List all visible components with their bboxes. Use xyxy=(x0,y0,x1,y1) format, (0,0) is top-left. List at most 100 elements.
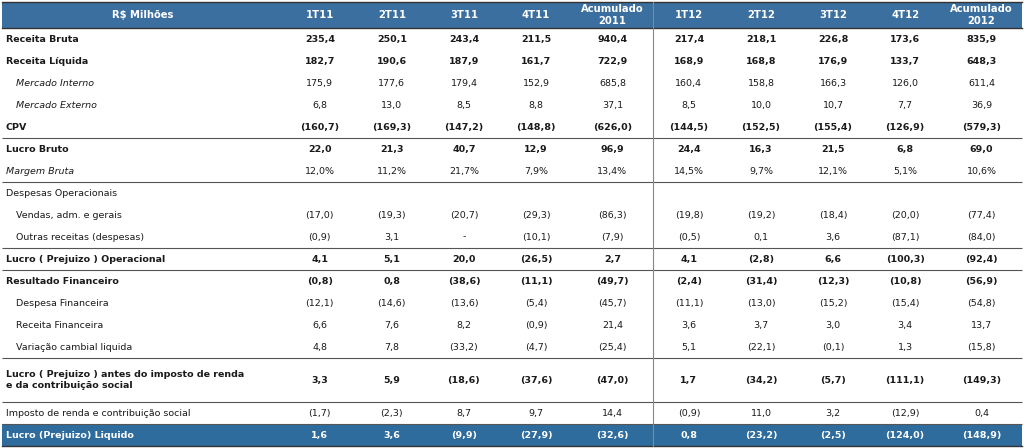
Text: (49,7): (49,7) xyxy=(596,276,629,285)
Text: Lucro Bruto: Lucro Bruto xyxy=(6,145,69,154)
Text: Imposto de renda e contribuição social: Imposto de renda e contribuição social xyxy=(6,409,190,418)
Text: 12,1%: 12,1% xyxy=(818,167,848,176)
Text: Despesa Financeira: Despesa Financeira xyxy=(16,298,109,307)
Text: (160,7): (160,7) xyxy=(300,122,339,132)
Text: 6,6: 6,6 xyxy=(312,320,328,329)
Text: 14,5%: 14,5% xyxy=(674,167,703,176)
Text: 13,4%: 13,4% xyxy=(597,167,628,176)
Bar xyxy=(2,2,1022,28)
Text: 6,6: 6,6 xyxy=(824,254,842,263)
Text: 1T12: 1T12 xyxy=(675,10,703,20)
Text: 133,7: 133,7 xyxy=(890,56,921,65)
Text: (148,8): (148,8) xyxy=(516,122,556,132)
Text: Vendas, adm. e gerais: Vendas, adm. e gerais xyxy=(16,211,122,220)
Text: (149,3): (149,3) xyxy=(962,375,1001,384)
Text: (126,9): (126,9) xyxy=(886,122,925,132)
Bar xyxy=(2,424,1022,446)
Bar xyxy=(2,336,1022,358)
Text: (20,0): (20,0) xyxy=(891,211,920,220)
Text: 3,1: 3,1 xyxy=(384,233,399,241)
Bar xyxy=(2,226,1022,248)
Text: (11,1): (11,1) xyxy=(520,276,552,285)
Text: (92,4): (92,4) xyxy=(966,254,998,263)
Text: 166,3: 166,3 xyxy=(819,78,847,87)
Text: 685,8: 685,8 xyxy=(599,78,626,87)
Text: (12,3): (12,3) xyxy=(817,276,849,285)
Text: -: - xyxy=(462,233,466,241)
Text: (19,2): (19,2) xyxy=(746,211,775,220)
Text: Mercado Externo: Mercado Externo xyxy=(16,100,97,109)
Text: 3,6: 3,6 xyxy=(825,233,841,241)
Text: (9,9): (9,9) xyxy=(451,431,477,439)
Bar xyxy=(2,28,1022,50)
Text: Variação cambial liquida: Variação cambial liquida xyxy=(16,343,132,352)
Text: 4,8: 4,8 xyxy=(312,343,328,352)
Text: 0,4: 0,4 xyxy=(974,409,989,418)
Text: 24,4: 24,4 xyxy=(677,145,700,154)
Text: (56,9): (56,9) xyxy=(966,276,997,285)
Text: (5,4): (5,4) xyxy=(524,298,547,307)
Text: Acumulado
2011: Acumulado 2011 xyxy=(582,4,644,26)
Text: 182,7: 182,7 xyxy=(304,56,335,65)
Text: (84,0): (84,0) xyxy=(968,233,996,241)
Text: 173,6: 173,6 xyxy=(890,34,921,43)
Text: 161,7: 161,7 xyxy=(521,56,551,65)
Text: (15,2): (15,2) xyxy=(819,298,847,307)
Text: CPV: CPV xyxy=(6,122,28,132)
Text: (5,7): (5,7) xyxy=(820,375,846,384)
Text: 8,8: 8,8 xyxy=(528,100,544,109)
Text: Receita Bruta: Receita Bruta xyxy=(6,34,79,43)
Bar xyxy=(2,314,1022,336)
Text: Resultado Financeiro: Resultado Financeiro xyxy=(6,276,119,285)
Text: 14,4: 14,4 xyxy=(602,409,623,418)
Text: Lucro (Prejuizo) Liquido: Lucro (Prejuizo) Liquido xyxy=(6,431,134,439)
Text: (19,3): (19,3) xyxy=(378,211,407,220)
Text: 11,0: 11,0 xyxy=(751,409,771,418)
Text: (0,8): (0,8) xyxy=(307,276,333,285)
Text: 21,7%: 21,7% xyxy=(449,167,479,176)
Text: (26,5): (26,5) xyxy=(520,254,552,263)
Text: 126,0: 126,0 xyxy=(892,78,919,87)
Text: 40,7: 40,7 xyxy=(453,145,476,154)
Text: 6,8: 6,8 xyxy=(897,145,913,154)
Text: 3,0: 3,0 xyxy=(825,320,841,329)
Text: 13,7: 13,7 xyxy=(971,320,992,329)
Text: 12,9: 12,9 xyxy=(524,145,548,154)
Text: 1T11: 1T11 xyxy=(305,10,334,20)
Text: 2T11: 2T11 xyxy=(378,10,406,20)
Text: 158,8: 158,8 xyxy=(748,78,774,87)
Text: 9,7%: 9,7% xyxy=(749,167,773,176)
Text: 3,6: 3,6 xyxy=(383,431,400,439)
Text: (47,0): (47,0) xyxy=(596,375,629,384)
Text: Mercado Interno: Mercado Interno xyxy=(16,78,94,87)
Text: (0,9): (0,9) xyxy=(524,320,547,329)
Text: 722,9: 722,9 xyxy=(597,56,628,65)
Text: (77,4): (77,4) xyxy=(968,211,996,220)
Text: (0,1): (0,1) xyxy=(822,343,845,352)
Text: 20,0: 20,0 xyxy=(453,254,475,263)
Text: 177,6: 177,6 xyxy=(379,78,406,87)
Text: 16,3: 16,3 xyxy=(750,145,773,154)
Text: 7,6: 7,6 xyxy=(384,320,399,329)
Text: 3,3: 3,3 xyxy=(311,375,328,384)
Text: 7,9%: 7,9% xyxy=(524,167,548,176)
Text: Lucro ( Prejuizo ) Operacional: Lucro ( Prejuizo ) Operacional xyxy=(6,254,165,263)
Text: 4T12: 4T12 xyxy=(891,10,920,20)
Text: (86,3): (86,3) xyxy=(598,211,627,220)
Text: 4,1: 4,1 xyxy=(311,254,329,263)
Text: 226,8: 226,8 xyxy=(818,34,848,43)
Text: (15,8): (15,8) xyxy=(968,343,996,352)
Text: (34,2): (34,2) xyxy=(744,375,777,384)
Text: (2,8): (2,8) xyxy=(748,254,774,263)
Text: 36,9: 36,9 xyxy=(971,100,992,109)
Bar xyxy=(2,402,1022,424)
Text: 160,4: 160,4 xyxy=(676,78,702,87)
Text: 187,9: 187,9 xyxy=(449,56,479,65)
Text: 5,1: 5,1 xyxy=(681,343,696,352)
Text: (124,0): (124,0) xyxy=(886,431,925,439)
Text: (111,1): (111,1) xyxy=(886,375,925,384)
Text: 10,0: 10,0 xyxy=(751,100,771,109)
Text: 217,4: 217,4 xyxy=(674,34,705,43)
Text: 10,7: 10,7 xyxy=(822,100,844,109)
Text: 611,4: 611,4 xyxy=(968,78,995,87)
